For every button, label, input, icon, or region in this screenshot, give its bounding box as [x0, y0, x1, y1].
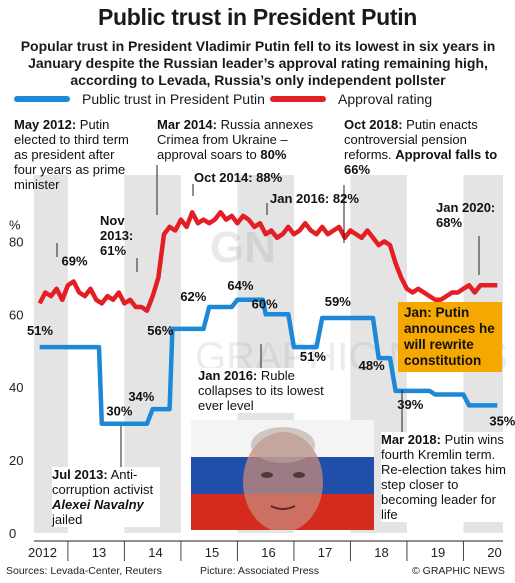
annotation-jul2013-head: Jul 2013:: [52, 467, 108, 482]
x-tick-label: 2012: [28, 545, 57, 560]
y-tick-label: 40: [9, 380, 23, 395]
annotation-oct2018: Oct 2018: Putin enacts controversial pen…: [344, 117, 509, 177]
annotation-jul2013-tail: jailed: [52, 512, 83, 527]
data-point-label: 34%: [128, 389, 154, 404]
callout-jan2020: Jan: Putin announces he will rewrite con…: [398, 302, 502, 372]
data-point-label: 60%: [252, 296, 278, 311]
annotation-mar2018-head: Mar 2018:: [381, 432, 441, 447]
footer-picture: Picture: Associated Press: [200, 565, 320, 577]
chart-subtitle: Popular trust in President Vladimir Puti…: [20, 38, 496, 88]
y-tick-label: 0: [9, 526, 16, 541]
annotation-jul2013-name: Alexei Navalny: [52, 497, 144, 512]
annotation-mar2018: Mar 2018: Putin wins fourth Kremlin term…: [381, 432, 511, 522]
legend-trust-label: Public trust in President Putin: [82, 91, 265, 107]
annotation-jan2016a: Jan 2016: 82%: [270, 191, 359, 206]
x-tick-label: 15: [205, 545, 219, 560]
annotation-jan2016b-head: Jan 2016:: [198, 368, 258, 383]
footer-credit: © GRAPHIC NEWS: [412, 565, 505, 577]
y-tick-label: 20: [9, 453, 23, 468]
annotation-may2012: May 2012: Putin elected to third term as…: [14, 117, 129, 192]
y-tick-label: 80: [9, 234, 23, 249]
data-point-label: 62%: [180, 289, 206, 304]
legend-approval: Approval rating: [270, 91, 432, 107]
x-tick-label: 13: [92, 545, 106, 560]
footer-sources: Sources: Levada-Center, Reuters: [6, 565, 162, 577]
x-tick-label: 14: [148, 545, 162, 560]
annotation-mar2018-body: Putin wins fourth Kremlin term. Re-elect…: [381, 432, 506, 522]
annotation-jul2013: Jul 2013: Anti-corruption activist Alexe…: [52, 467, 160, 527]
data-point-label: 56%: [147, 323, 173, 338]
data-point-label: 35%: [489, 413, 515, 428]
annotation-mar2014: Mar 2014: Russia annexes Crimea from Ukr…: [157, 117, 337, 162]
putin-photo: [191, 420, 374, 530]
data-point-label: 30%: [106, 404, 132, 419]
annotation-nov2013: Nov 2013: 61%: [100, 213, 134, 258]
data-point-label: 64%: [227, 278, 253, 293]
legend-approval-label: Approval rating: [338, 91, 433, 107]
data-point-label: 51%: [300, 349, 326, 364]
annotation-jan2016b-body: Ruble collapses to its lowest ever level: [198, 368, 324, 413]
annotation-mar2014-head: Mar 2014:: [157, 117, 217, 132]
legend-approval-swatch: [270, 96, 326, 102]
x-tick-label: 18: [374, 545, 388, 560]
annotation-mar2014-value: 80%: [260, 147, 287, 162]
approval-line: [37, 210, 498, 313]
data-point-label: 51%: [27, 323, 53, 338]
annotation-mar2014-body: Russia annexes Crimea from Ukraine – app…: [157, 117, 314, 162]
legend-trust-swatch: [14, 96, 70, 102]
x-tick-label: 16: [261, 545, 275, 560]
annotation-jul2013-body: Anti-corruption activist: [52, 467, 154, 497]
annotation-oct2018-body: Putin enacts controversial pension refor…: [344, 117, 478, 162]
annotation-jan2016b: Jan 2016: Ruble collapses to its lowest …: [198, 368, 326, 413]
x-tick-label: 19: [431, 545, 445, 560]
data-point-label: 39%: [397, 397, 423, 412]
annotation-jan2020: Jan 2020: 68%: [436, 200, 496, 230]
x-tick-label: 17: [318, 545, 332, 560]
y-axis-unit: %: [9, 217, 21, 232]
x-tick-label: 20: [487, 545, 501, 560]
annotation-oct2018-value: Approval falls to 66%: [344, 147, 498, 177]
data-point-label: 69%: [62, 254, 88, 269]
chart-title: Public trust in President Putin: [97, 4, 418, 30]
trust-line: [39, 297, 498, 426]
data-point-label: 59%: [325, 294, 351, 309]
annotation-may2012-body: Putin elected to third term as president…: [14, 117, 129, 192]
data-point-label: 48%: [359, 358, 385, 373]
legend-trust: Public trust in President Putin: [14, 91, 265, 107]
annotation-oct2014: Oct 2014: 88%: [194, 170, 283, 185]
y-tick-label: 60: [9, 307, 23, 322]
annotation-oct2018-head: Oct 2018:: [344, 117, 403, 132]
annotation-may2012-head: May 2012:: [14, 117, 77, 132]
